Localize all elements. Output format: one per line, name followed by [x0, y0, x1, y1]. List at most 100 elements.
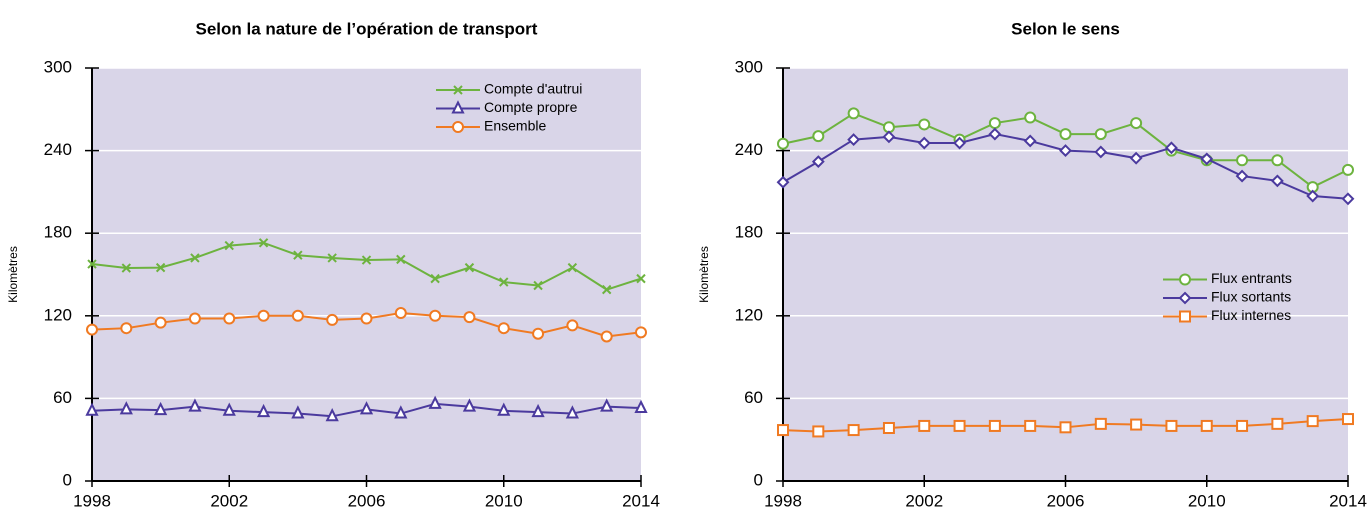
x-tick-label: 2002	[905, 491, 943, 510]
marker	[291, 405, 305, 419]
marker	[847, 424, 860, 437]
y-tick-label: 240	[44, 140, 72, 159]
y-tick-label: 60	[53, 388, 72, 407]
marker	[1059, 144, 1072, 158]
marker	[188, 312, 201, 325]
marker	[1024, 419, 1037, 432]
x-tick-label: 1998	[73, 491, 111, 510]
marker	[359, 401, 374, 415]
marker	[882, 421, 895, 434]
marker	[1271, 154, 1284, 167]
marker	[85, 402, 99, 416]
marker	[953, 136, 966, 150]
marker	[1270, 174, 1284, 188]
marker	[394, 307, 407, 320]
marker	[953, 419, 966, 432]
marker	[1179, 273, 1191, 286]
marker	[326, 313, 339, 326]
chart-title: Selon le sens	[1011, 19, 1120, 38]
marker	[258, 238, 269, 248]
marker	[155, 262, 166, 273]
legend-label: Compte propre	[484, 99, 578, 115]
marker	[394, 405, 408, 419]
marker	[1306, 415, 1319, 428]
y-tick-label: 120	[44, 305, 72, 324]
y-tick-label: 180	[44, 223, 72, 242]
marker	[1129, 151, 1143, 165]
marker	[601, 284, 612, 295]
marker	[325, 408, 339, 422]
chart: Selon la nature de l’opération de transp…	[6, 19, 660, 510]
marker	[777, 137, 789, 150]
y-tick-label: 300	[735, 57, 763, 76]
x-tick-label: 2010	[485, 491, 523, 510]
marker	[1024, 111, 1037, 124]
y-axis-label: Kilomètres	[6, 246, 20, 303]
marker	[1179, 310, 1191, 323]
marker	[291, 309, 304, 322]
marker	[1200, 419, 1213, 432]
marker	[776, 175, 790, 189]
marker	[1341, 192, 1355, 206]
marker	[121, 263, 132, 273]
marker	[1094, 128, 1107, 141]
y-tick-label: 0	[63, 470, 72, 489]
y-tick-label: 300	[44, 57, 72, 76]
marker	[918, 419, 931, 432]
marker	[532, 327, 545, 340]
marker	[257, 309, 270, 322]
marker	[222, 402, 236, 416]
marker	[988, 419, 1001, 432]
marker	[1306, 189, 1320, 203]
marker	[566, 319, 579, 332]
marker	[1059, 421, 1072, 434]
marker	[429, 309, 442, 322]
marker	[154, 401, 168, 416]
marker	[497, 322, 510, 335]
marker	[988, 117, 1001, 130]
x-tick-label: 2010	[1188, 491, 1226, 510]
marker	[918, 118, 931, 131]
marker	[451, 100, 465, 114]
marker	[1165, 419, 1178, 432]
legend-label: Ensemble	[484, 118, 546, 134]
marker	[1200, 152, 1214, 166]
marker	[1342, 413, 1354, 426]
marker	[812, 130, 825, 143]
marker	[1271, 417, 1284, 430]
marker	[1130, 418, 1143, 431]
marker	[224, 240, 234, 251]
marker	[428, 395, 442, 409]
marker	[360, 312, 373, 325]
x-tick-label: 2014	[1329, 491, 1367, 510]
x-tick-label: 2014	[622, 491, 660, 510]
marker	[452, 121, 464, 133]
marker	[1059, 128, 1072, 141]
marker	[1236, 419, 1249, 432]
marker	[565, 405, 579, 419]
marker	[988, 127, 1002, 141]
y-tick-label: 180	[735, 223, 763, 242]
marker	[635, 326, 647, 339]
marker	[499, 277, 509, 287]
marker	[462, 398, 477, 412]
y-tick-label: 60	[744, 388, 763, 407]
marker	[327, 253, 337, 263]
marker	[120, 322, 133, 335]
x-tick-label: 1998	[764, 491, 802, 510]
marker	[847, 133, 861, 147]
y-axis-label: Kilomètres	[697, 246, 711, 303]
marker	[396, 254, 406, 265]
marker	[87, 259, 97, 269]
marker	[190, 253, 200, 263]
x-tick-label: 2006	[1047, 491, 1085, 510]
marker	[119, 401, 133, 415]
legend-label: Flux entrants	[1211, 270, 1292, 286]
y-tick-label: 240	[735, 140, 763, 159]
chart-title: Selon la nature de l’opération de transp…	[196, 19, 538, 38]
marker	[636, 273, 646, 284]
x-tick-label: 2002	[210, 491, 248, 510]
legend-label: Compte d'autrui	[484, 81, 582, 97]
marker	[567, 262, 578, 273]
marker	[1342, 163, 1354, 176]
